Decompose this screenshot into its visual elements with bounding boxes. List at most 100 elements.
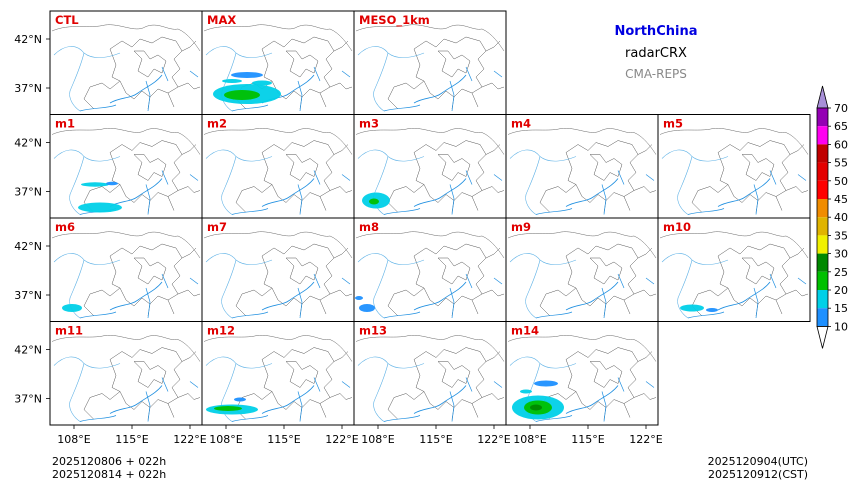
y-tick-label: 37°N [14,289,42,302]
radar-echo [222,79,242,83]
map-panel-m7: m7 [201,217,355,322]
colorbar-level-label: 70 [834,102,848,115]
map-panel-m3: m3 [353,114,507,219]
footer-valid-cst: 2025120912(CST) [708,468,808,481]
panel-label: m13 [359,324,387,338]
radar-echo [106,181,118,186]
x-tick-label: 122°E [325,433,358,446]
colorbar-extend-min [816,326,829,349]
colorbar-level-label: 45 [834,193,848,206]
y-tick-label: 42°N [14,240,42,253]
panel-label: m5 [663,117,683,131]
y-tick-label: 42°N [14,137,42,150]
footer-init-utc: 2025120806 + 022h [52,455,166,468]
radar-echo [252,80,272,86]
x-tick-label: 115°E [267,433,300,446]
x-tick-label: 108°E [513,433,546,446]
x-tick-label: 115°E [115,433,148,446]
radar-echo [534,380,558,387]
y-tick-label: 37°N [14,393,42,406]
colorbar-level-label: 10 [834,320,848,333]
colorbar-segment [817,235,828,254]
radar-echo [78,202,122,213]
map-panel-m9: m9 [505,217,659,322]
map-panel-max: MAX [201,10,355,115]
colorbar-segment [817,199,828,218]
colorbar-segment [817,290,828,309]
radar-echo [81,182,109,187]
colorbar-level-label: 40 [834,211,848,224]
colorbar-level-label: 65 [834,120,848,133]
x-tick-label: 108°E [57,433,90,446]
map-panel-m1: m1 [49,114,203,219]
x-tick-label: 122°E [477,433,510,446]
radar-echo [680,304,704,312]
colorbar-level-label: 20 [834,284,848,297]
map-panel-m12: m12 [201,321,355,426]
panel-label: MESO_1km [359,13,430,28]
radar-echo [355,296,363,300]
map-panel-ctl: CTL [49,10,203,115]
footer-init-cst: 2025120814 + 022h [52,468,166,481]
y-tick-label: 42°N [14,344,42,357]
colorbar-segment [817,126,828,145]
chart-system: CMA-REPS [625,67,687,81]
panel-label: m6 [55,220,75,234]
chart-title: NorthChina [615,24,698,39]
y-tick-label: 37°N [14,186,42,199]
colorbar-level-label: 55 [834,157,848,170]
colorbar-level-label: 35 [834,229,848,242]
x-tick-label: 122°E [173,433,206,446]
panel-label: m1 [55,117,75,131]
map-panel-m10: m10 [657,217,811,322]
colorbar-segment [817,308,828,327]
x-tick-label: 122°E [629,433,662,446]
colorbar-segment [817,162,828,181]
panel-label: m3 [359,117,379,131]
colorbar-level-label: 60 [834,138,848,151]
colorbar-level-label: 15 [834,302,848,315]
colorbar-level-label: 50 [834,175,848,188]
radar-echo [62,304,82,312]
colorbar-extend-max [816,85,829,109]
radar-echo [234,397,246,402]
y-tick-label: 42°N [14,33,42,46]
panel-label: m11 [55,324,83,338]
panel-label: CTL [55,13,79,27]
panel-label: m2 [207,117,227,131]
colorbar-segment [817,217,828,236]
panel-label: m12 [207,324,235,338]
colorbar-level-label: 30 [834,248,848,261]
radar-echo [231,72,263,78]
map-panel-meso-1km: MESO_1km [353,10,507,115]
radar-echo [520,389,532,394]
colorbar-segment [817,108,828,127]
colorbar-segment [817,271,828,290]
panel-label: m8 [359,220,379,234]
map-panel-m2: m2 [201,114,355,219]
colorbar-segment [817,144,828,163]
panel-label: MAX [207,13,236,27]
panel-label: m14 [511,324,539,338]
radar-echo [224,90,260,100]
panel-label: m4 [511,117,531,131]
x-tick-label: 115°E [571,433,604,446]
radar-echo [359,304,375,312]
colorbar: 10 15 20 25 30 35 40 45 50 55 60 65 70 [816,85,848,349]
map-panel-m5: m5 [657,114,811,219]
map-panel-m4: m4 [505,114,659,219]
radar-echo [369,198,379,205]
map-panel-m14: m14 [505,321,659,426]
y-tick-label: 37°N [14,82,42,95]
panel-label: m9 [511,220,531,234]
radar-echo [530,404,542,411]
panel-label: m7 [207,220,227,234]
colorbar-segment [817,180,828,199]
map-panel-m6: m6 [49,217,203,322]
chart-variable: radarCRX [625,46,687,61]
x-tick-label: 115°E [419,433,452,446]
colorbar-level-label: 25 [834,266,848,279]
footer-valid-utc: 2025120904(UTC) [708,455,808,468]
map-panel-m11: m11 [49,321,203,426]
